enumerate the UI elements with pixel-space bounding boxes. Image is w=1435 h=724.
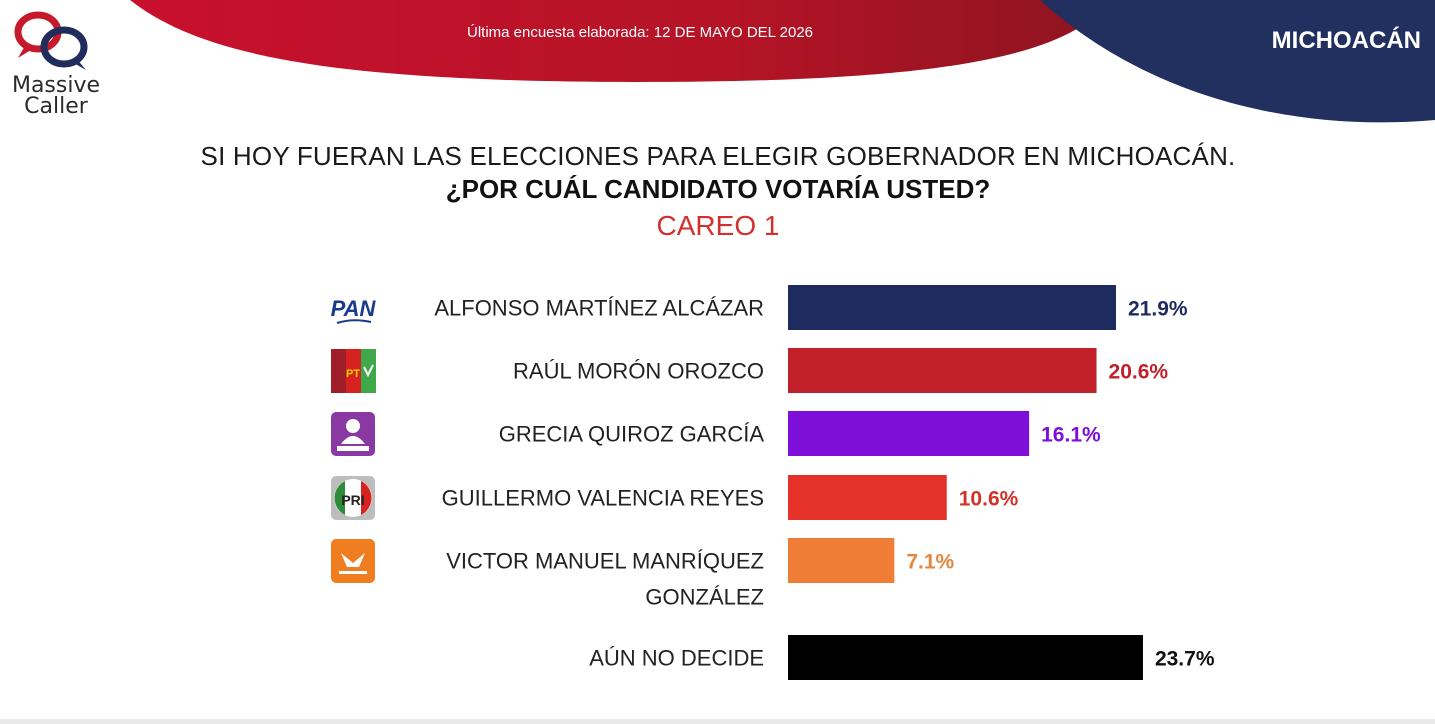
candidatura-independiente-logo-icon bbox=[331, 412, 375, 456]
value-label-5: 23.7% bbox=[1155, 648, 1215, 671]
value-label-3: 10.6% bbox=[959, 488, 1019, 511]
bar-2 bbox=[788, 411, 1030, 456]
svg-text:PT: PT bbox=[346, 368, 360, 380]
speech-bubbles-icon bbox=[14, 11, 88, 70]
value-label-4: 7.1% bbox=[906, 551, 954, 574]
logo-text-line1: Massive bbox=[11, 73, 101, 98]
category-label-0: ALFONSO MARTÍNEZ ALCÁZAR bbox=[434, 296, 764, 321]
header-banner bbox=[130, 0, 1435, 123]
question-line2: ¿POR CUÁL CANDIDATO VOTARÍA USTED? bbox=[445, 174, 991, 204]
red-banner-shape bbox=[130, 0, 1110, 82]
logo-text-line2: Caller bbox=[24, 94, 88, 119]
category-label-1: RAÚL MORÓN OROZCO bbox=[513, 359, 764, 384]
category-label-5: AÚN NO DECIDE bbox=[589, 646, 764, 671]
morena-pt-verde-logo-icon: PT bbox=[331, 349, 376, 393]
question-subtitle: CAREO 1 bbox=[656, 210, 780, 241]
region-label: MICHOACÁN bbox=[1271, 27, 1421, 54]
movimiento-ciudadano-logo-icon bbox=[331, 539, 375, 583]
pan-logo-icon: PAN bbox=[331, 286, 377, 330]
category-label-4-line0: VICTOR MANUEL MANRÍQUEZ bbox=[446, 549, 764, 574]
bar-3 bbox=[788, 475, 947, 520]
question-line1: SI HOY FUERAN LAS ELECCIONES PARA ELEGIR… bbox=[200, 141, 1236, 171]
bottom-divider bbox=[0, 719, 1435, 724]
category-label-3: GUILLERMO VALENCIA REYES bbox=[442, 486, 764, 511]
bar-4 bbox=[788, 538, 895, 583]
value-label-0: 21.9% bbox=[1128, 298, 1188, 321]
bar-1 bbox=[788, 348, 1097, 393]
svg-text:PAN: PAN bbox=[331, 296, 377, 321]
svg-text:PRI: PRI bbox=[341, 492, 364, 508]
navy-banner-shape bbox=[1040, 0, 1435, 123]
bar-0 bbox=[788, 285, 1116, 330]
massive-caller-logo: Massive Caller bbox=[0, 0, 115, 128]
bar-5 bbox=[788, 635, 1143, 680]
value-label-2: 16.1% bbox=[1041, 424, 1101, 447]
value-label-1: 20.6% bbox=[1109, 361, 1169, 384]
survey-date: Última encuesta elaborada: 12 DE MAYO DE… bbox=[466, 24, 814, 41]
pri-logo-icon: PRI bbox=[331, 476, 375, 520]
category-label-2: GRECIA QUIROZ GARCÍA bbox=[499, 422, 765, 447]
category-label-4-line1: GONZÁLEZ bbox=[645, 585, 764, 610]
